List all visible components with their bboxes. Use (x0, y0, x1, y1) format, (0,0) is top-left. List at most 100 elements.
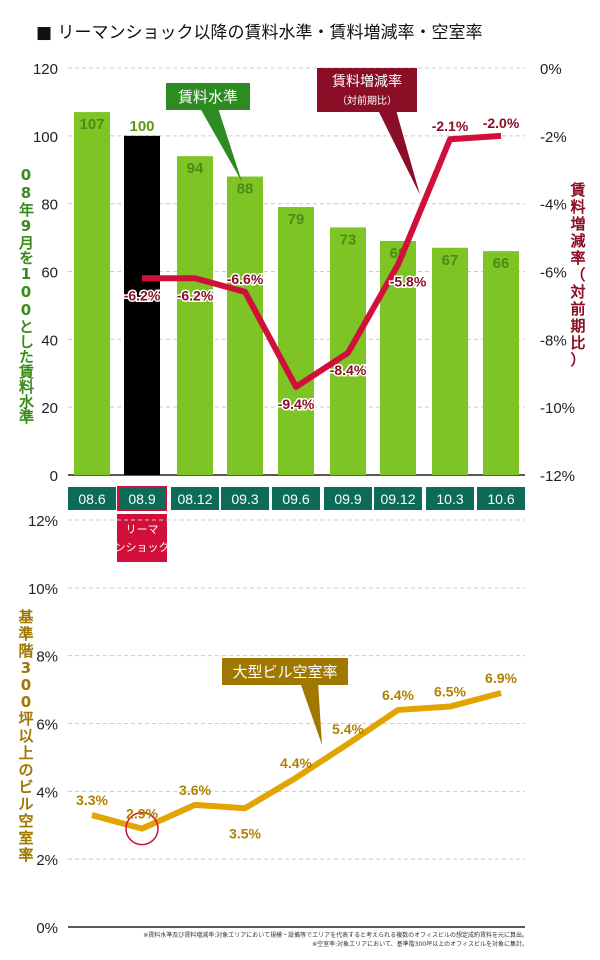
bar-10.3 (432, 247, 468, 475)
callout-label: 大型ビル空室率 (232, 663, 337, 681)
y-tick-vacancy: 12% (28, 513, 58, 530)
y-axis-label-vacancy: 空 (18, 812, 33, 830)
y-tick-right: 0% (540, 61, 562, 78)
rent-change-label: -5.8% (390, 274, 427, 290)
annotation-text: ンショック (115, 541, 170, 554)
category-label: 10.3 (436, 491, 463, 507)
y-axis-label-vacancy: 率 (18, 846, 33, 864)
footnote-1: ※賃料水準及び賃料増減率:対象エリアにおいて規模・設備等でエリアを代表すると考え… (143, 932, 528, 939)
callout-pointer (378, 110, 420, 195)
rent-change-label: -9.4% (278, 396, 315, 412)
y-axis-label-vacancy: 階 (18, 642, 33, 660)
y-tick-left: 60 (41, 265, 58, 282)
rent-change-label: -8.4% (330, 362, 367, 378)
y-tick-left: 20 (41, 400, 58, 417)
y-tick-left: 120 (33, 61, 58, 78)
vacancy-label: 3.3% (76, 792, 108, 808)
category-box (477, 487, 525, 510)
y-axis-label-right: 率 (570, 249, 585, 267)
callout-label: 賃料水準 (178, 88, 238, 106)
callout-label: 賃料増減率 (332, 73, 402, 90)
callout-rent-level (166, 83, 250, 110)
y-tick-right: -8% (540, 332, 567, 349)
bar-10.6 (483, 251, 519, 475)
bar-label: 100 (129, 118, 154, 135)
callout-vacancy (222, 658, 348, 685)
callout-pointer (200, 108, 242, 182)
y-axis-label-vacancy: 室 (18, 829, 33, 847)
y-axis-label-right: （ (570, 266, 585, 284)
category-label: 09.6 (282, 491, 309, 507)
vacancy-label: 5.4% (332, 721, 364, 737)
category-box (426, 487, 474, 510)
callout-pointer (300, 682, 322, 745)
y-axis-label-right: 対 (569, 283, 585, 301)
chart-title: ■ リーマンショック以降の賃料水準・賃料増減率・空室率 (36, 23, 483, 43)
y-axis-label-right: 比 (570, 334, 585, 352)
y-tick-right: -10% (540, 400, 575, 417)
bar-label: 107 (79, 116, 104, 133)
y-axis-label-vacancy: 3 (21, 659, 31, 677)
y-axis-label-vacancy: の (18, 761, 33, 779)
y-axis-label-right: 増 (570, 215, 585, 233)
vacancy-label: 6.9% (485, 670, 517, 686)
y-tick-left: 80 (41, 197, 58, 214)
rent-change-label: -2.0% (483, 115, 520, 131)
highlight-circle (125, 811, 159, 846)
y-axis-label-vacancy: ビ (18, 778, 33, 796)
category-box (374, 487, 422, 510)
category-box (117, 486, 167, 511)
rent-change-line (142, 132, 502, 390)
y-tick-vacancy: 6% (36, 717, 58, 734)
bar-08.9 (124, 135, 160, 476)
category-box (68, 487, 116, 510)
footnote-2: ※空室率:対象エリアにおいて、基準階300坪以上のオフィスビルを対象に集計。 (312, 941, 528, 948)
y-axis-label-right: ） (570, 351, 585, 369)
category-box (324, 487, 372, 510)
y-axis-label-vacancy: ル (18, 795, 33, 813)
y-axis-label-right: 減 (570, 232, 585, 250)
category-label: 09.3 (231, 491, 258, 507)
annotation-text: リーマ (126, 523, 159, 536)
vacancy-label: 3.6% (179, 782, 211, 798)
vacancy-label: 6.5% (434, 684, 466, 700)
y-axis-label-vacancy: 以 (18, 727, 33, 745)
bar-label: 94 (187, 160, 204, 177)
y-axis-label-vacancy: 0 (21, 676, 31, 694)
rent-change-label: -6.6% (227, 271, 264, 287)
category-box (171, 487, 219, 510)
y-axis-label-vacancy: 基 (17, 608, 34, 626)
y-axis-label-vacancy: 坪 (18, 710, 33, 728)
bar-08.12 (177, 156, 213, 475)
bar-09.3 (227, 176, 263, 476)
vacancy-line (91, 690, 502, 832)
y-axis-label-vacancy: 準 (18, 625, 33, 643)
category-label: 08.6 (78, 491, 105, 507)
bar-label: 73 (340, 231, 357, 248)
vacancy-label: 6.4% (382, 687, 414, 703)
category-label: 08.12 (177, 491, 212, 507)
bar-09.6 (278, 207, 314, 475)
y-tick-right: -12% (540, 468, 575, 485)
y-axis-label-right: 期 (570, 317, 585, 335)
y-tick-vacancy: 8% (36, 649, 58, 666)
category-label: 09.12 (380, 491, 415, 507)
callout-sublabel: （対前期比） (337, 94, 397, 107)
vacancy-label: 3.5% (229, 825, 261, 841)
category-label: 10.6 (487, 491, 514, 507)
y-axis-label-right: 前 (570, 300, 585, 318)
y-tick-vacancy: 0% (36, 920, 58, 937)
y-tick-right: -4% (540, 197, 567, 214)
bar-label: 67 (442, 252, 459, 269)
y-tick-left: 100 (33, 129, 58, 146)
y-tick-vacancy: 10% (28, 581, 58, 598)
y-axis-label-vacancy: 0 (21, 693, 31, 711)
y-tick-vacancy: 4% (36, 784, 58, 801)
rent-change-label: -6.2% (177, 287, 214, 303)
bar-label: 79 (288, 211, 305, 228)
callout-rent-change (317, 68, 417, 112)
category-box (221, 487, 269, 510)
y-axis-label-right: 料 (570, 198, 585, 216)
y-tick-left: 40 (41, 332, 58, 349)
y-tick-right: -6% (540, 265, 567, 282)
